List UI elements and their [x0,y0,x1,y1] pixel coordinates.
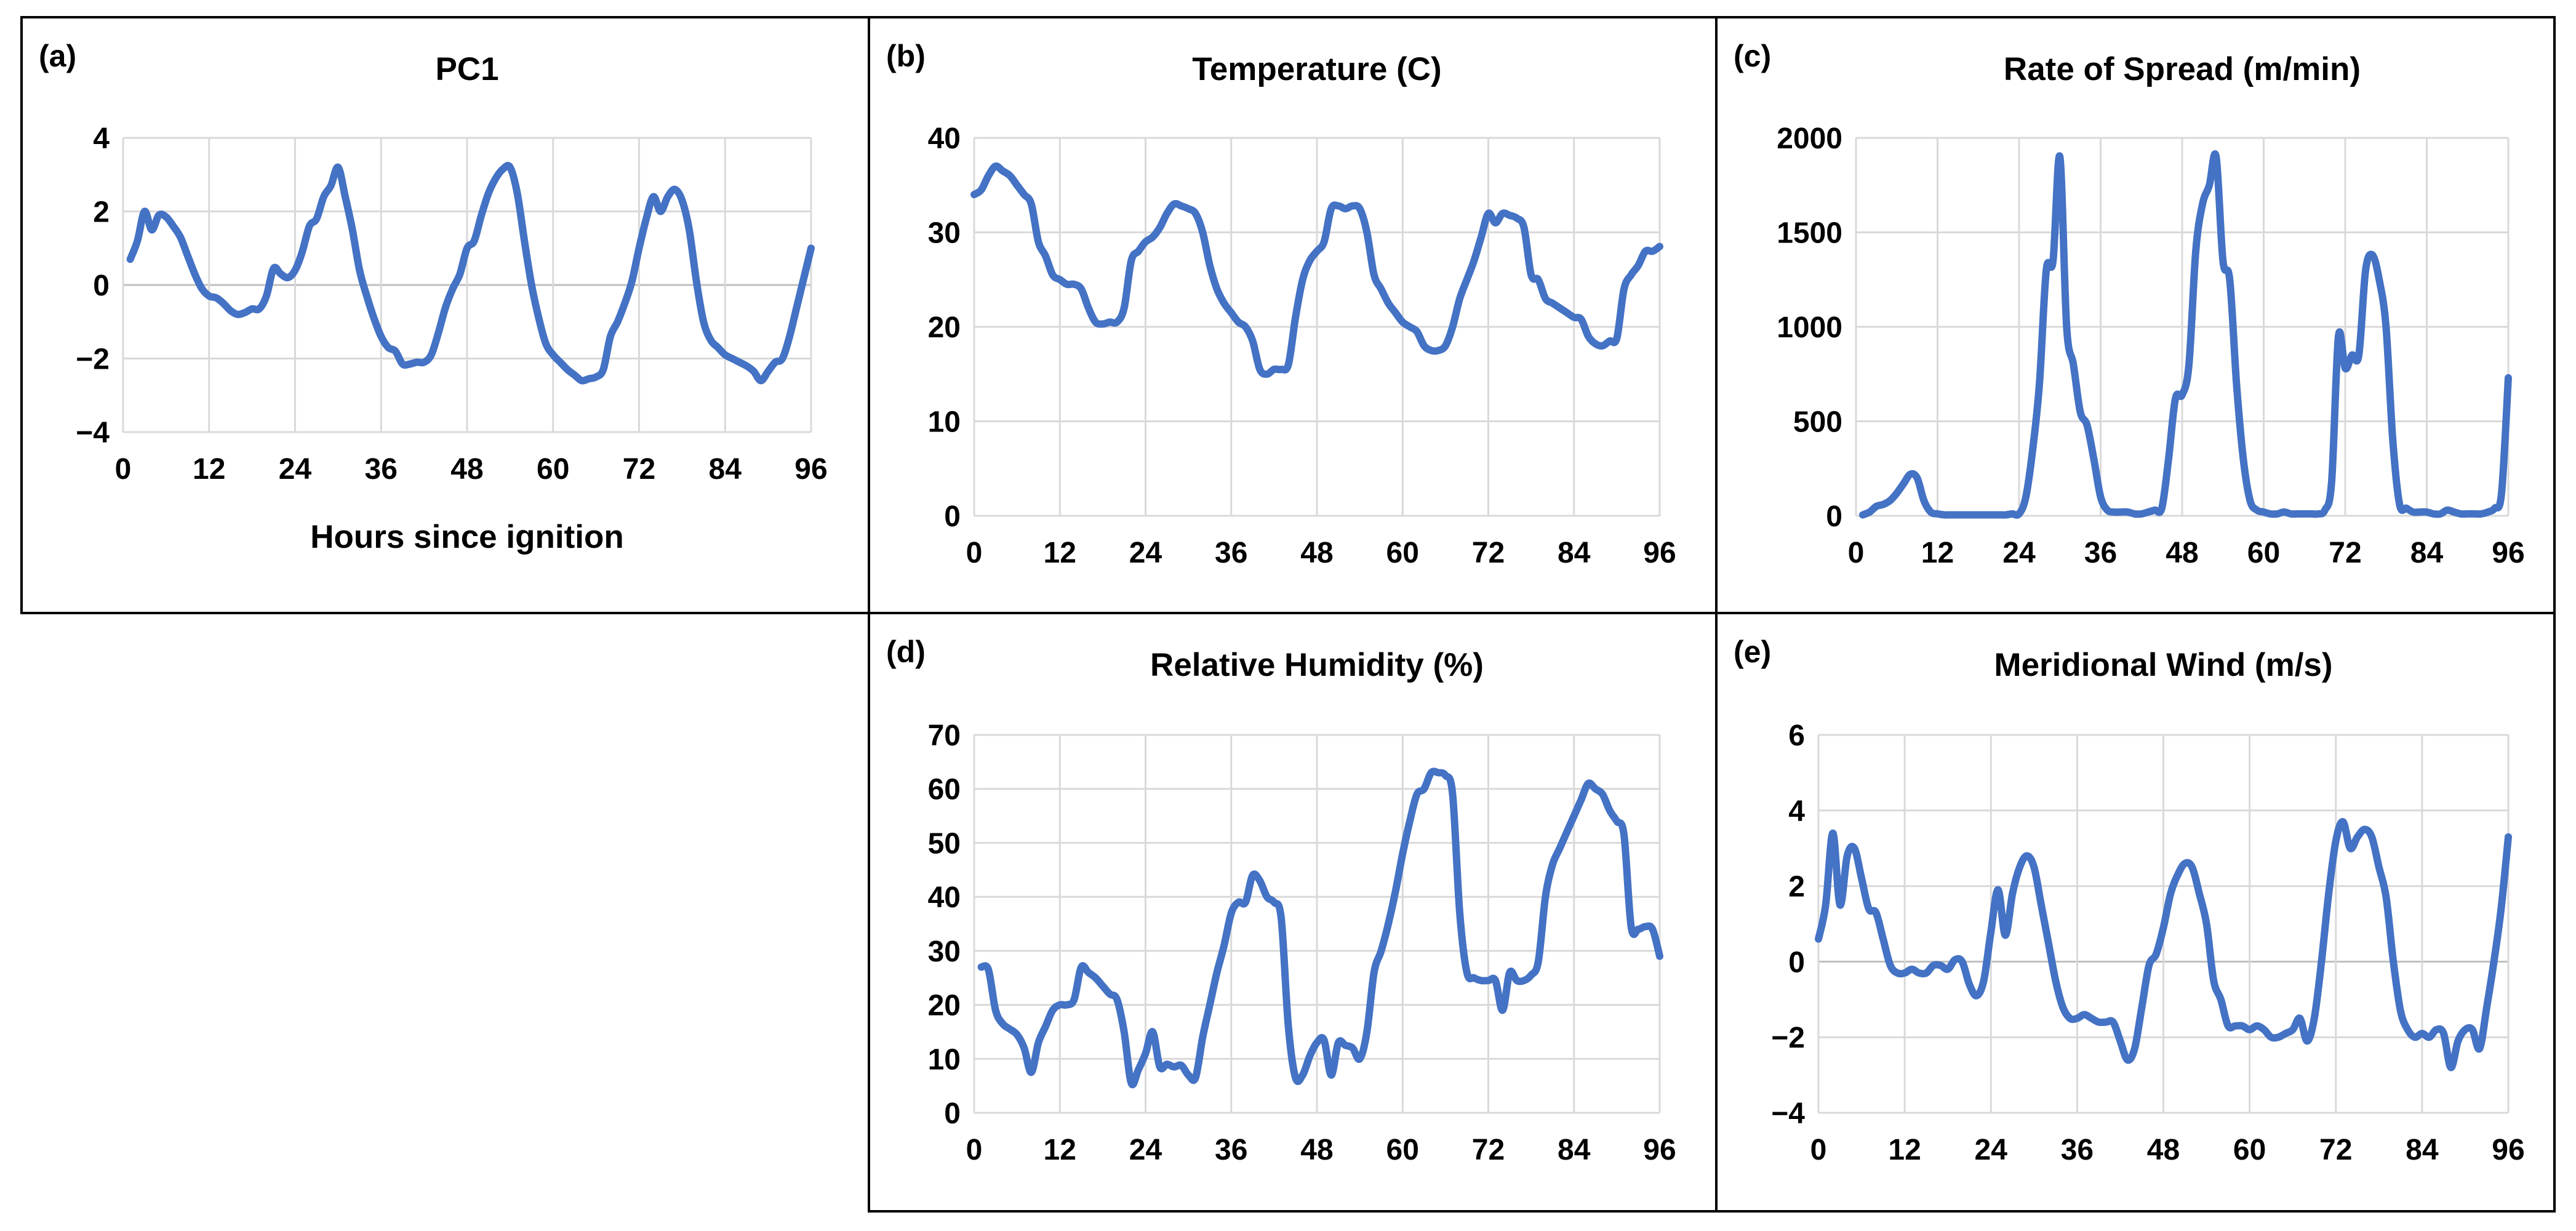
panel-b-title: Temperature (C) [1192,51,1441,87]
panel-d-xtick-label: 24 [1129,1134,1162,1166]
panel-b-ytick-label: 40 [928,122,961,155]
panel-d-xtick-label: 48 [1300,1134,1333,1166]
panel-a-series-line [126,162,815,385]
panel-c-xtick-label: 12 [1921,537,1954,569]
panel-c-xtick-label: 36 [2084,537,2117,569]
panel-b-xtick-label: 72 [1472,537,1505,569]
panel-a-label: (a) [39,39,76,73]
panel-d-xtick-label: 72 [1472,1134,1505,1166]
panel-a-xtick-label: 36 [365,453,398,486]
panel-e-xtick-label: 0 [1810,1134,1827,1166]
panel-a-ytick-label: −2 [76,343,110,376]
panel-e-xtick-label: 72 [2319,1134,2352,1166]
panel-c-xtick-label: 0 [1848,537,1865,569]
panel-c-series-line [1859,150,2512,519]
panel-d-ytick-label: 0 [944,1097,961,1130]
panel-d-xtick-label: 60 [1386,1134,1419,1166]
panel-d-ytick-label: 10 [928,1043,961,1076]
panel-e-ytick-label: −2 [1771,1022,1805,1054]
panel-c-ytick-label: 2000 [1777,122,1842,155]
panel-d-xtick-label: 96 [1643,1134,1676,1166]
panel-d-ytick-label: 20 [928,990,961,1022]
panel-b-xtick-label: 12 [1044,537,1076,569]
panel-d-label: (d) [886,635,926,669]
panel-c-xtick-label: 96 [2492,537,2524,569]
panel-b-chart: (b) Temperature (C) 0 10 20 30 40 0 12 24 36 48 60 72… [886,39,1676,569]
panel-e-ytick-label: 0 [1788,946,1805,979]
panel-e-xtick-label: 36 [2061,1134,2094,1166]
panel-d-ytick-label: 60 [928,774,961,806]
panel-a-xtick-label: 0 [115,453,132,486]
panel-a-xtick-label: 48 [450,453,483,486]
panel-d-ytick-label: 40 [928,881,961,914]
panel-a-xtick-label: 96 [794,453,827,486]
panel-c-xtick-label: 84 [2410,537,2444,569]
panel-b-xtick-label: 60 [1386,537,1419,569]
panel-d-ytick-label: 50 [928,827,961,860]
panel-a-xtick-label: 72 [623,453,655,486]
panel-a-ytick-label: 2 [93,196,110,229]
panel-e-xtick-label: 96 [2492,1134,2524,1166]
panel-e-title: Meridional Wind (m/s) [1994,647,2332,683]
panel-a-ytick-label: −4 [76,417,110,449]
panel-d-xtick-label: 84 [1558,1134,1591,1166]
panel-b-xtick-label: 36 [1215,537,1247,569]
panel-e-label: (e) [1734,635,1771,669]
panel-b-xtick-label: 48 [1300,537,1333,569]
panel-d-title: Relative Humidity (%) [1150,647,1484,683]
panel-e-xtick-label: 48 [2147,1134,2180,1166]
panel-b-series-line [970,162,1663,378]
panel-c-ytick-label: 500 [1793,406,1842,439]
panel-e-ytick-label: 6 [1788,720,1805,752]
panel-d-xtick-label: 12 [1044,1134,1076,1166]
panel-a-xtick-label: 60 [537,453,569,486]
panel-d-ytick-label: 70 [928,720,961,752]
panel-e-xtick-label: 60 [2233,1134,2266,1166]
panel-d-series-line [977,768,1663,1089]
panel-c-xtick-label: 60 [2247,537,2280,569]
panel-c-xtick-label: 72 [2329,537,2361,569]
panel-b-ytick-label: 30 [928,217,961,250]
panel-e-ytick-label: 4 [1788,795,1805,828]
panel-a-ytick-label: 4 [93,122,110,155]
panel-c-chart: (c) Rate of Spread (m/min) 0 500 1000 1500 200… [1734,39,2525,569]
panel-c-title: Rate of Spread (m/min) [2004,51,2361,87]
panel-b-ytick-label: 20 [928,311,961,344]
panel-c-label: (c) [1734,39,1771,73]
panel-c-ytick-label: 1500 [1777,217,1842,250]
panel-a-xtick-label: 24 [279,453,312,486]
panel-a-xtick-label: 84 [709,453,742,486]
panel-e-xtick-label: 12 [1888,1134,1921,1166]
panel-e-ytick-label: −4 [1771,1097,1805,1130]
panel-d-ytick-label: 30 [928,936,961,968]
panel-c-ytick-label: 1000 [1777,311,1842,344]
panel-c-xtick-label: 24 [2002,537,2036,569]
panel-e-series-line [1815,818,2512,1072]
panel-e-frame [1715,612,2556,1213]
panel-e-xtick-label: 84 [2406,1134,2439,1166]
panel-a-ytick-label: 0 [93,270,110,302]
panel-b-ytick-label: 10 [928,406,961,439]
panel-d-xtick-label: 0 [966,1134,983,1166]
panel-a-xtick-label: 12 [193,453,225,486]
panel-e-ytick-label: 2 [1788,871,1805,904]
panel-a-title: PC1 [435,51,498,87]
panel-a-xlabel: Hours since ignition [310,519,623,555]
panel-b-label: (b) [886,39,926,73]
panel-d-frame [868,612,1718,1213]
panel-c-xtick-label: 48 [2166,537,2198,569]
panel-e-xtick-label: 24 [1975,1134,2008,1166]
panel-b-xtick-label: 0 [966,537,983,569]
panel-d-chart: (d) Relative Humidity (%) 0 10 20 30 40 50 60 70 0… [886,635,1676,1166]
panel-b-ytick-label: 0 [944,500,961,533]
panel-b-xtick-label: 24 [1129,537,1162,569]
panel-d-xtick-label: 36 [1215,1134,1247,1166]
panel-c-ytick-label: 0 [1826,500,1842,533]
panel-b-xtick-label: 84 [1558,537,1591,569]
panel-b-xtick-label: 96 [1643,537,1676,569]
